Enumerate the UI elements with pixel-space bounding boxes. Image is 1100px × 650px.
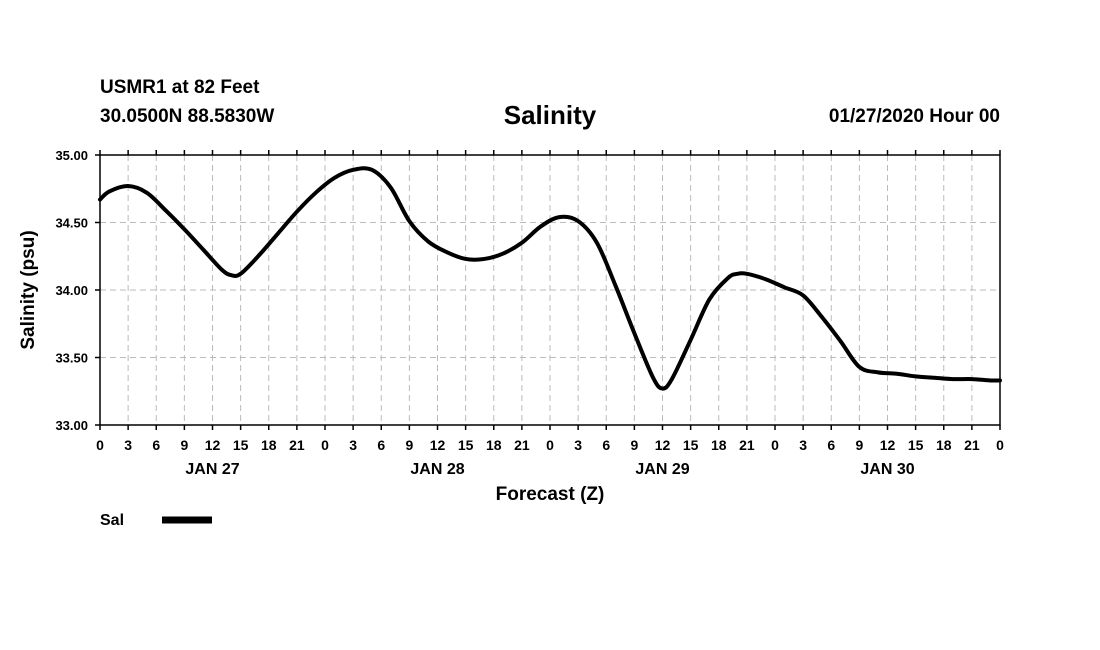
axis-ticks [95, 150, 1001, 430]
x-tick-label: 6 [602, 437, 610, 453]
x-tick-label: 0 [546, 437, 554, 453]
series-line-sal [98, 166, 1002, 391]
x-tick-label: 6 [377, 437, 385, 453]
station-label: USMR1 at 82 Feet [100, 77, 260, 98]
x-tick-label: 21 [289, 437, 305, 453]
x-tick-label: 0 [321, 437, 329, 453]
x-tick-label: 9 [630, 437, 638, 453]
x-tick-label: 21 [739, 437, 755, 453]
x-tick-label: 12 [205, 437, 221, 453]
x-axis-label: Forecast (Z) [496, 484, 605, 505]
x-tick-label: 3 [574, 437, 582, 453]
x-tick-label: 0 [996, 437, 1004, 453]
y-tick-labels: 33.00 33.50 34.00 34.50 35.00 [55, 148, 88, 433]
x-tick-label: 15 [908, 437, 924, 453]
x-tick-label: 21 [514, 437, 530, 453]
day-label: JAN 29 [635, 461, 689, 478]
x-tick-label: 15 [233, 437, 249, 453]
y-tick-label: 35.00 [55, 148, 88, 163]
x-tick-label: 3 [799, 437, 807, 453]
y-tick-label: 33.50 [55, 351, 88, 366]
grid-lines [100, 155, 1000, 425]
x-tick-label: 3 [124, 437, 132, 453]
legend-label-sal: Sal [100, 512, 124, 529]
x-tick-label: 0 [96, 437, 104, 453]
day-label: JAN 28 [410, 461, 464, 478]
plot-frame [99, 154, 1001, 426]
x-tick-label: 6 [152, 437, 160, 453]
x-tick-label: 12 [655, 437, 671, 453]
chart-title: Salinity [503, 100, 597, 130]
x-tick-label: 12 [430, 437, 446, 453]
forecast-datetime: 01/27/2020 Hour 00 [828, 106, 1000, 127]
x-tick-label: 15 [683, 437, 699, 453]
day-label: JAN 30 [860, 461, 914, 478]
x-tick-label: 9 [855, 437, 863, 453]
x-tick-label: 12 [880, 437, 896, 453]
x-tick-label: 18 [711, 437, 727, 453]
x-tick-label: 18 [486, 437, 502, 453]
x-tick-label: 18 [261, 437, 277, 453]
day-label: JAN 27 [185, 461, 239, 478]
x-tick-label: 0 [771, 437, 779, 453]
y-tick-label: 34.00 [55, 283, 88, 298]
x-tick-label: 6 [827, 437, 835, 453]
x-tick-label: 18 [936, 437, 952, 453]
x-tick-label: 3 [349, 437, 357, 453]
x-tick-labels: 0 3 6 9 12 15 18 21 0 3 6 9 12 15 18 21 0 3 6 9 12 15 18 21 0 3 6 9… [96, 437, 1004, 453]
day-labels: JAN 27 JAN 28 JAN 29 JAN 30 [185, 461, 914, 478]
x-tick-label: 15 [458, 437, 474, 453]
x-tick-label: 9 [405, 437, 413, 453]
coordinates-label: 30.0500N 88.5830W [100, 106, 275, 127]
x-tick-label: 21 [964, 437, 980, 453]
y-tick-label: 33.00 [55, 418, 88, 433]
y-tick-label: 34.50 [55, 216, 88, 231]
y-axis-label: Salinity (psu) [18, 230, 39, 349]
x-tick-label: 9 [180, 437, 188, 453]
